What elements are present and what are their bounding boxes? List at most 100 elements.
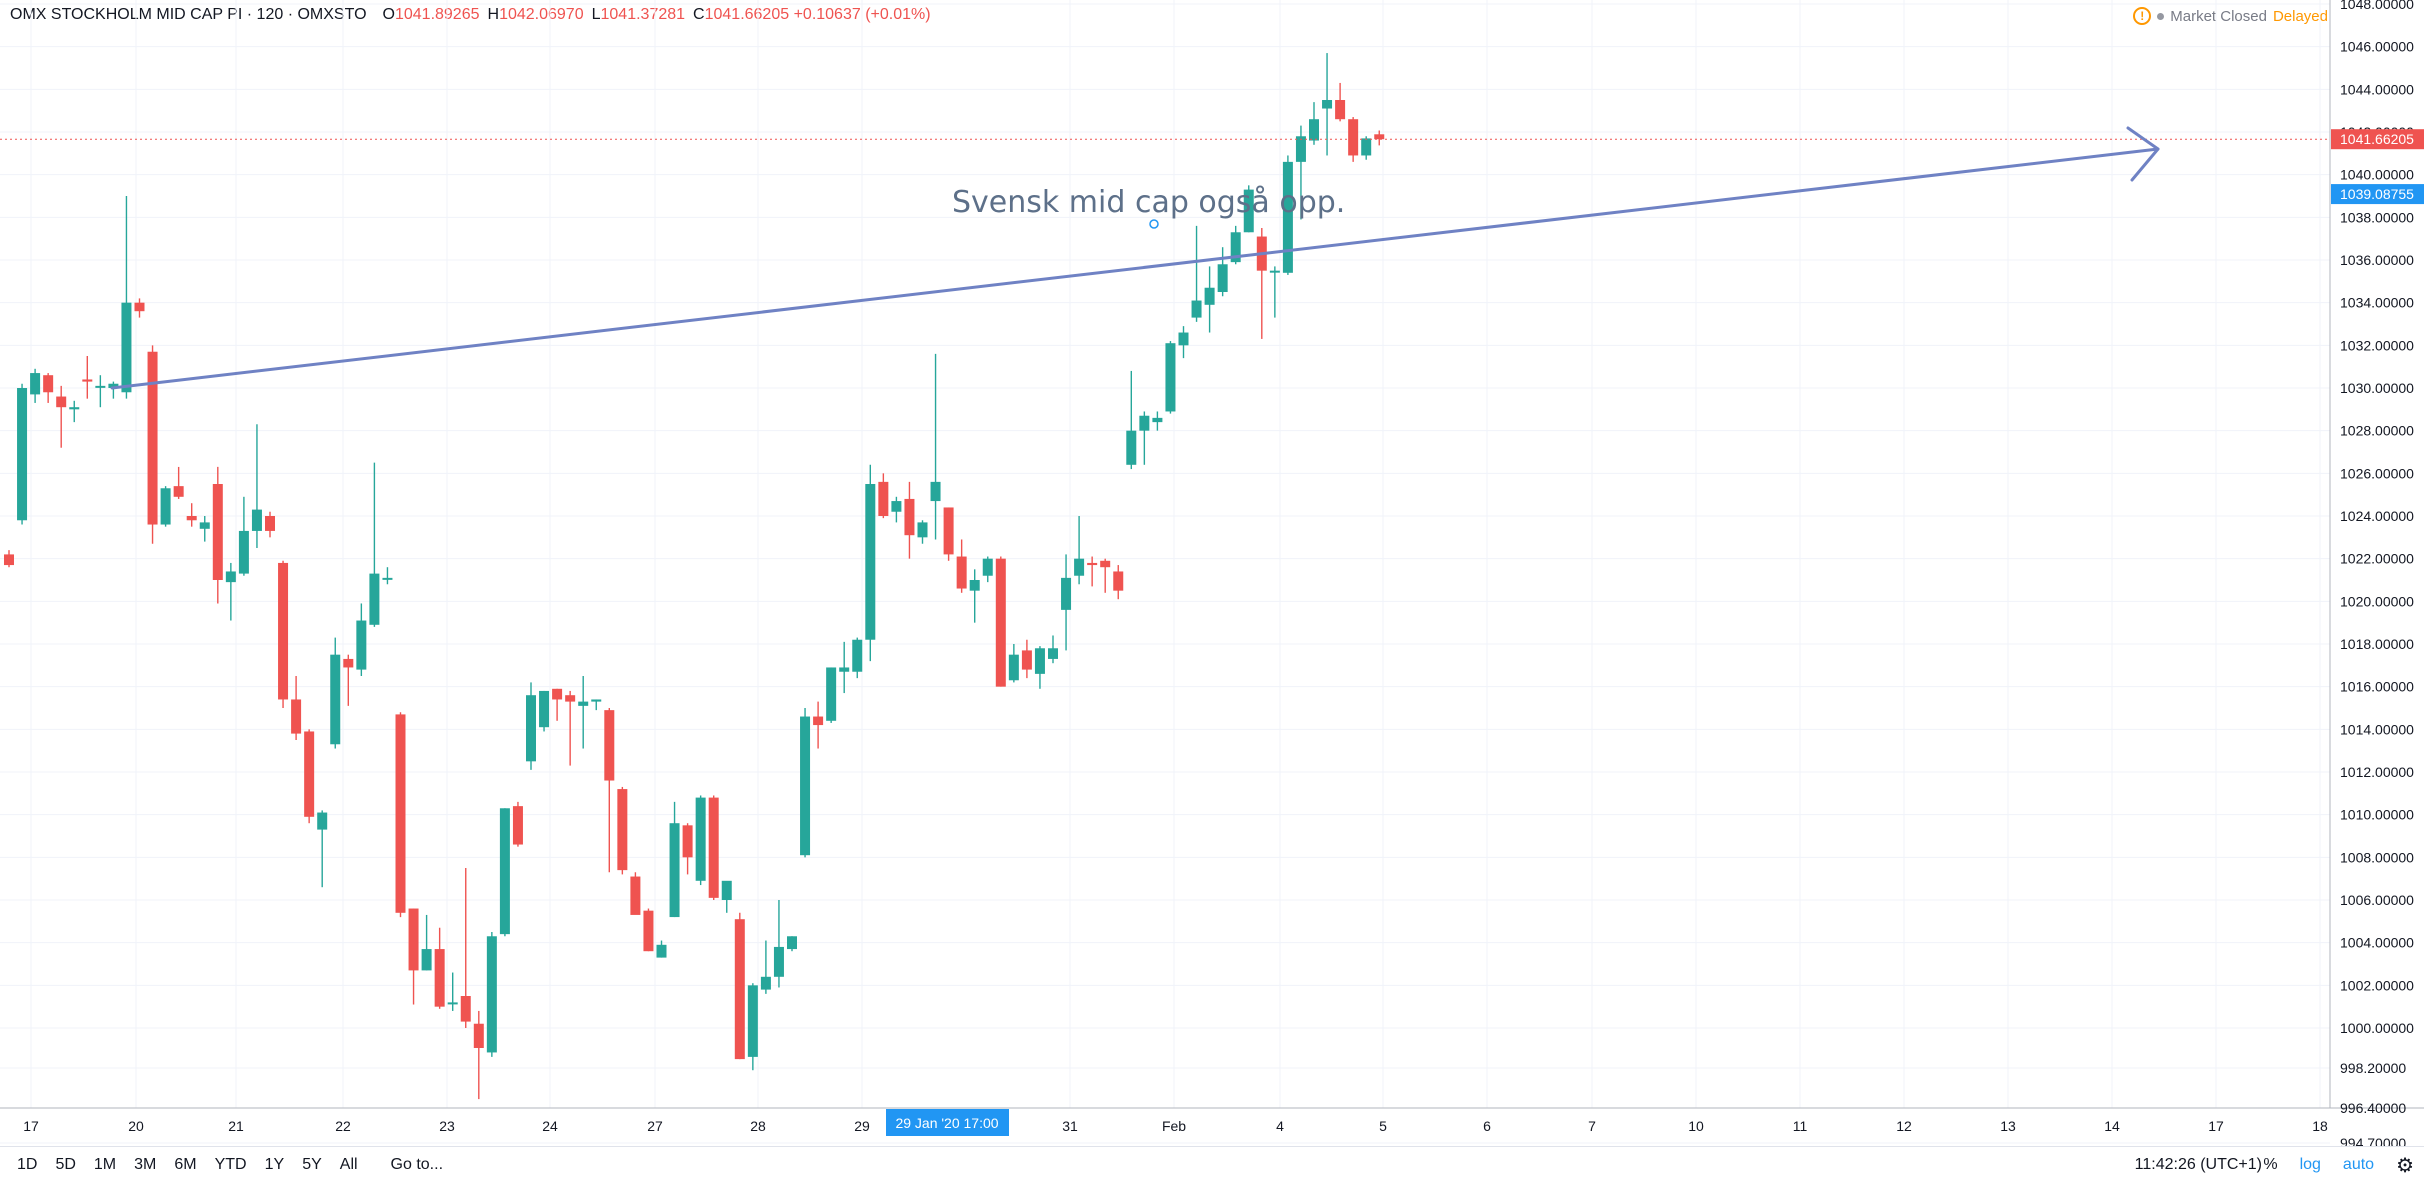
- auto-toggle[interactable]: auto: [2342, 1156, 2375, 1173]
- candle-body: [1204, 287, 1215, 305]
- candle-body: [917, 522, 928, 538]
- candle-body: [630, 876, 641, 915]
- candle: [304, 729, 315, 824]
- candle-body: [265, 516, 275, 531]
- range-button-6m[interactable]: 6M: [174, 1156, 197, 1173]
- goto-button[interactable]: Go to...: [390, 1156, 444, 1173]
- current-price-box: [2331, 129, 2424, 150]
- candle-body: [343, 658, 354, 668]
- drawing-price-text: 1039.08755: [2340, 186, 2414, 202]
- candle-body: [434, 949, 445, 1007]
- range-button-1d[interactable]: 1D: [17, 1156, 38, 1173]
- candle-body: [643, 910, 654, 952]
- symbol-title[interactable]: OMX STOCKHOLM MID CAP PI · 120 · OMXSTO: [10, 6, 367, 23]
- candle: [43, 373, 54, 403]
- range-button-1y[interactable]: 1Y: [264, 1156, 285, 1173]
- candle: [1309, 102, 1319, 145]
- range-button-1m[interactable]: 1M: [93, 1156, 117, 1173]
- candle-body: [552, 688, 563, 700]
- low-value: 1041.37281: [600, 6, 686, 23]
- candle: [95, 375, 106, 408]
- candle: [787, 936, 797, 952]
- open-value: 1041.89265: [394, 6, 480, 23]
- candle: [225, 562, 236, 621]
- candle: [1322, 53, 1333, 156]
- trend-arrow[interactable]: [110, 126, 2160, 390]
- candle: [904, 481, 915, 559]
- candle: [708, 795, 719, 900]
- candle: [278, 560, 289, 708]
- candle: [995, 556, 1006, 687]
- close-label: C: [693, 6, 705, 23]
- candle-body: [225, 571, 236, 583]
- log-toggle[interactable]: log: [2299, 1156, 2321, 1173]
- range-button-5d[interactable]: 5D: [55, 1156, 76, 1173]
- candle-body: [278, 562, 289, 700]
- candle-body: [826, 667, 837, 721]
- x-tick-label: 23: [439, 1118, 455, 1134]
- candle-body: [1139, 415, 1150, 431]
- range-buttons: 1D 5D 1M 3M 6M YTD 1Y 5Y All: [8, 1156, 367, 1174]
- x-tick-label: 4: [1276, 1118, 1284, 1134]
- price-axis[interactable]: 1048.000001046.000001044.000001042.00000…: [2340, 0, 2414, 1146]
- candle: [238, 496, 249, 576]
- time-axis[interactable]: 17 20 21 22 23 24 27 28 29 31 Feb 4 5 6 7 10 11 12 13 14 17 1…: [23, 1118, 2328, 1134]
- y-tick-label: 1026.00000: [2340, 465, 2414, 481]
- candle: [4, 550, 14, 568]
- y-tick-label: 1036.00000: [2340, 252, 2414, 268]
- gear-icon[interactable]: ⚙: [2396, 1154, 2414, 1177]
- candle: [969, 569, 980, 623]
- candle: [578, 676, 589, 749]
- range-button-5y[interactable]: 5Y: [302, 1156, 322, 1173]
- candle-body: [43, 375, 54, 393]
- candle: [800, 708, 811, 858]
- candle-body: [95, 385, 106, 388]
- candle: [539, 690, 550, 732]
- candle-body: [1126, 430, 1137, 465]
- candle-body: [330, 654, 341, 745]
- chart-annotation[interactable]: Svensk mid cap også opp.: [952, 185, 1345, 220]
- candle: [669, 801, 680, 918]
- candle: [512, 801, 523, 847]
- y-tick-label: 996.40000: [2340, 1100, 2406, 1116]
- candle-body: [1230, 232, 1241, 263]
- candle: [956, 539, 967, 593]
- candle-body: [721, 880, 732, 900]
- candlestick-chart[interactable]: 1048.000001046.000001044.000001042.00000…: [0, 0, 2424, 1146]
- y-tick-label: 1044.00000: [2340, 81, 2414, 97]
- percent-toggle[interactable]: %: [2263, 1156, 2278, 1173]
- range-button-ytd[interactable]: YTD: [214, 1156, 247, 1173]
- candle: [395, 712, 406, 918]
- range-button-all[interactable]: All: [339, 1156, 358, 1173]
- candle-body: [395, 714, 406, 913]
- x-tick-label: 22: [335, 1118, 351, 1134]
- candle: [852, 637, 863, 679]
- candle: [1139, 411, 1150, 465]
- candle-body: [460, 996, 471, 1022]
- candle: [1335, 82, 1346, 122]
- candle: [943, 507, 954, 561]
- x-tick-label: 18: [2312, 1118, 2328, 1134]
- candle: [982, 556, 993, 583]
- anchor-point[interactable]: [1149, 219, 1159, 229]
- candle: [1152, 411, 1163, 431]
- y-tick-label: 998.20000: [2340, 1060, 2406, 1076]
- range-button-3m[interactable]: 3M: [134, 1156, 157, 1173]
- candle: [630, 872, 641, 915]
- candle: [1021, 639, 1032, 679]
- candle: [826, 667, 837, 723]
- candles: [4, 53, 1385, 1100]
- candle: [604, 708, 615, 873]
- status-dot-icon: [2157, 12, 2165, 20]
- y-tick-label: 1046.00000: [2340, 39, 2414, 55]
- y-tick-label: 1012.00000: [2340, 764, 2414, 780]
- candle-body: [199, 522, 210, 529]
- candle: [499, 808, 510, 937]
- x-tick-label: 27: [647, 1118, 663, 1134]
- warning-icon[interactable]: !: [2133, 7, 2152, 25]
- clock[interactable]: 11:42:26 (UTC+1): [2134, 1156, 2262, 1173]
- candle: [1178, 326, 1189, 359]
- high-label: H: [487, 6, 500, 23]
- candle-body: [734, 919, 745, 1060]
- candle: [317, 810, 328, 888]
